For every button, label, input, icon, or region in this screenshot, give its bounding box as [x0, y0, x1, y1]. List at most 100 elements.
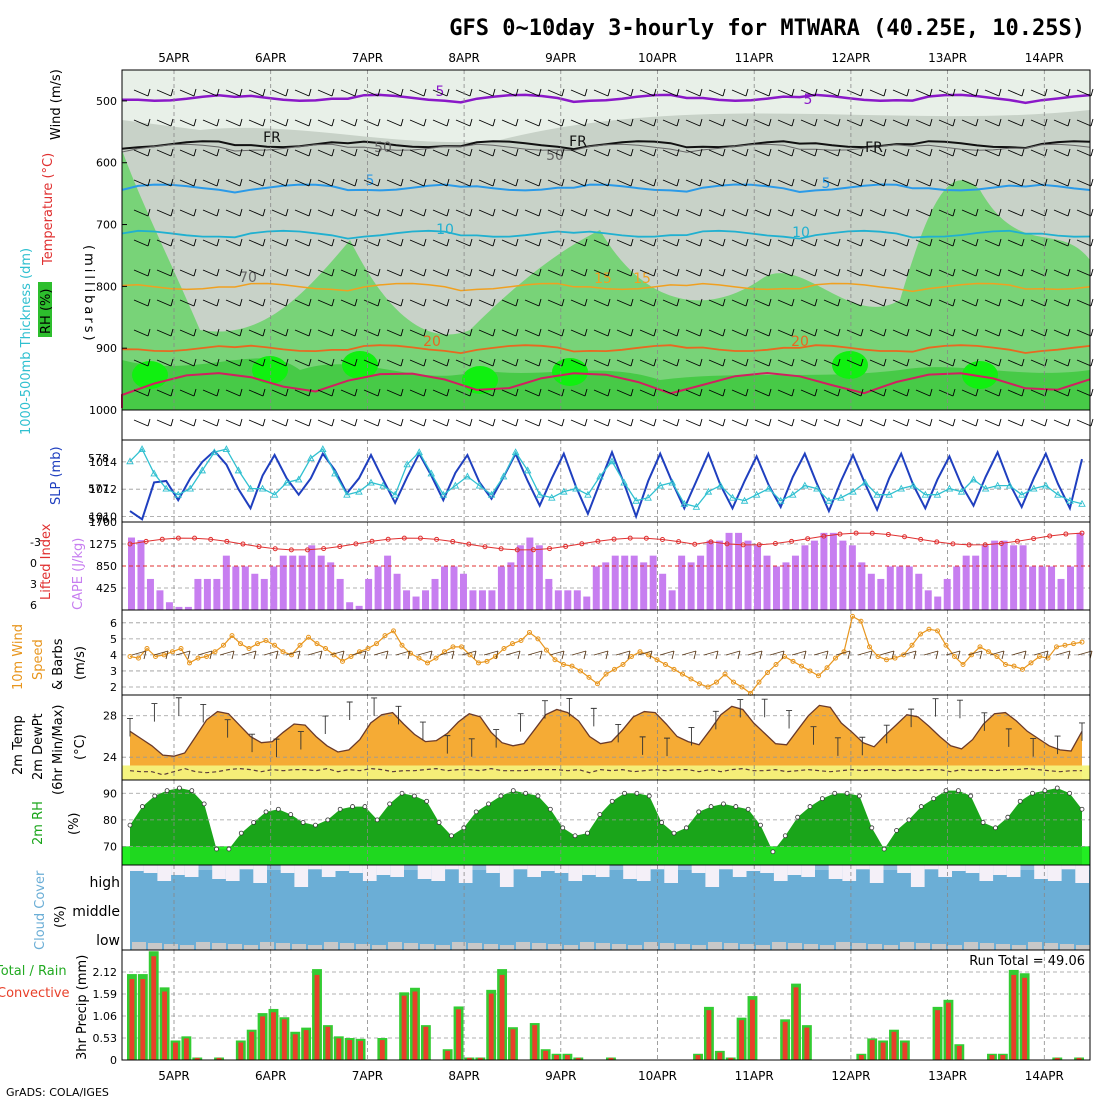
- precip-convective-bar: [510, 1029, 516, 1060]
- rh-point: [795, 814, 801, 820]
- wind-barb: [455, 148, 473, 157]
- wind-barb: [386, 208, 404, 217]
- wind-speed-point: [909, 642, 915, 648]
- wind-speed-point: [1003, 662, 1008, 668]
- wind-barb: [593, 298, 611, 307]
- cape-bar: [972, 555, 980, 610]
- thickness-point: [801, 481, 809, 489]
- wind-barb: [639, 178, 657, 187]
- date-label-bottom: 7APR: [352, 1069, 383, 1083]
- wind-barb-10m: [879, 650, 895, 660]
- cloud-clear-gap: [1061, 865, 1076, 869]
- wind-barb: [731, 298, 749, 307]
- li-tick: 0: [30, 557, 37, 570]
- thickness-point: [439, 490, 448, 498]
- contour-label: 10: [792, 225, 810, 241]
- wind-barb: [317, 148, 335, 157]
- date-label-bottom: 6APR: [255, 1069, 286, 1083]
- wind-barb: [1030, 178, 1048, 187]
- cloud-clear-gap: [705, 865, 720, 887]
- thickness-point: [897, 484, 905, 492]
- cloud-low-band: [212, 943, 226, 950]
- cloud-clear-gap: [595, 865, 610, 877]
- wind-barb: [823, 298, 841, 307]
- wind-speed-point: [348, 654, 354, 660]
- wind-barb: [409, 328, 427, 337]
- wind-barb: [386, 388, 404, 397]
- wind-speed-point: [450, 644, 456, 650]
- wind-barb: [386, 148, 404, 157]
- cloud-clear-gap: [746, 865, 761, 871]
- precip-convective-bar: [336, 1038, 342, 1060]
- wind-speed-point: [943, 642, 949, 648]
- rh-point: [943, 788, 949, 794]
- date-label-top: 10APR: [638, 51, 677, 65]
- precip-convective-bar: [1011, 974, 1017, 1060]
- wind-barb: [202, 298, 220, 307]
- rh-point: [325, 817, 331, 823]
- cloud-level-label: middle: [72, 904, 120, 920]
- wind-barb: [1030, 118, 1048, 127]
- date-label-bottom: 5APR: [158, 1069, 189, 1083]
- cloud-low-band: [708, 942, 722, 950]
- wind-barb: [938, 418, 956, 427]
- wind-barb: [271, 418, 289, 427]
- wind-barb: [179, 208, 197, 217]
- cloud-clear-gap: [445, 865, 459, 869]
- wind-barb: [1076, 118, 1094, 127]
- cloud-low-band: [596, 943, 610, 950]
- thickness-point: [728, 493, 737, 501]
- wind-barb: [685, 148, 703, 157]
- wind-speed-point: [246, 645, 252, 651]
- wind-barb: [432, 88, 450, 97]
- cloud-low-band: [260, 942, 274, 950]
- wind-barb-10m: [219, 650, 235, 660]
- wind-barb: [616, 148, 634, 157]
- minmax-bar: [1005, 728, 1012, 747]
- cloud-level-label: low: [96, 933, 120, 949]
- wind-speed-point: [501, 645, 507, 651]
- cape-bar: [867, 573, 875, 610]
- wind-barb: [524, 118, 542, 127]
- cloud-clear-gap: [924, 865, 939, 869]
- wind-barb: [409, 178, 427, 187]
- wind-barb: [156, 268, 174, 277]
- wind-barb: [1030, 388, 1048, 397]
- wind-barb: [225, 268, 243, 277]
- cloud-clear-gap: [554, 865, 569, 873]
- thickness-point: [391, 490, 399, 498]
- wind-barb-10m: [857, 650, 873, 660]
- wind-barb: [225, 328, 243, 337]
- wind-barb: [202, 208, 220, 217]
- cloud-clear-gap: [458, 865, 473, 883]
- precip-convective-bar: [695, 1055, 701, 1060]
- thickness-point: [764, 484, 773, 492]
- cape-bar: [535, 545, 543, 610]
- wind-barb: [363, 298, 381, 307]
- slp-tick: 1014: [89, 456, 117, 469]
- wind-barb: [455, 328, 473, 337]
- wind-barb: [363, 358, 381, 367]
- cloud-clear-gap: [760, 865, 774, 873]
- wind-barb: [754, 238, 772, 247]
- cloud-low-band: [660, 943, 674, 950]
- wind-barb: [248, 358, 266, 367]
- wind-barb: [156, 358, 174, 367]
- wind-speed-point: [739, 684, 745, 690]
- rh-point: [918, 804, 924, 809]
- wind-barb: [133, 268, 151, 277]
- minmax-bar: [737, 699, 744, 718]
- cloud-low-band: [964, 942, 978, 950]
- wind-barb: [938, 88, 956, 97]
- cloud-low-band: [180, 945, 194, 950]
- cape-bar: [507, 562, 515, 610]
- temp-contour-line: [121, 229, 1091, 240]
- wind-barb: [1007, 418, 1025, 427]
- date-label-bottom: 11APR: [735, 1069, 774, 1083]
- wind-barb: [961, 88, 979, 97]
- date-label-top: 6APR: [255, 51, 286, 65]
- cloud-clear-gap: [362, 865, 377, 881]
- wind-barb: [685, 268, 703, 277]
- cloud-low-band: [580, 942, 594, 950]
